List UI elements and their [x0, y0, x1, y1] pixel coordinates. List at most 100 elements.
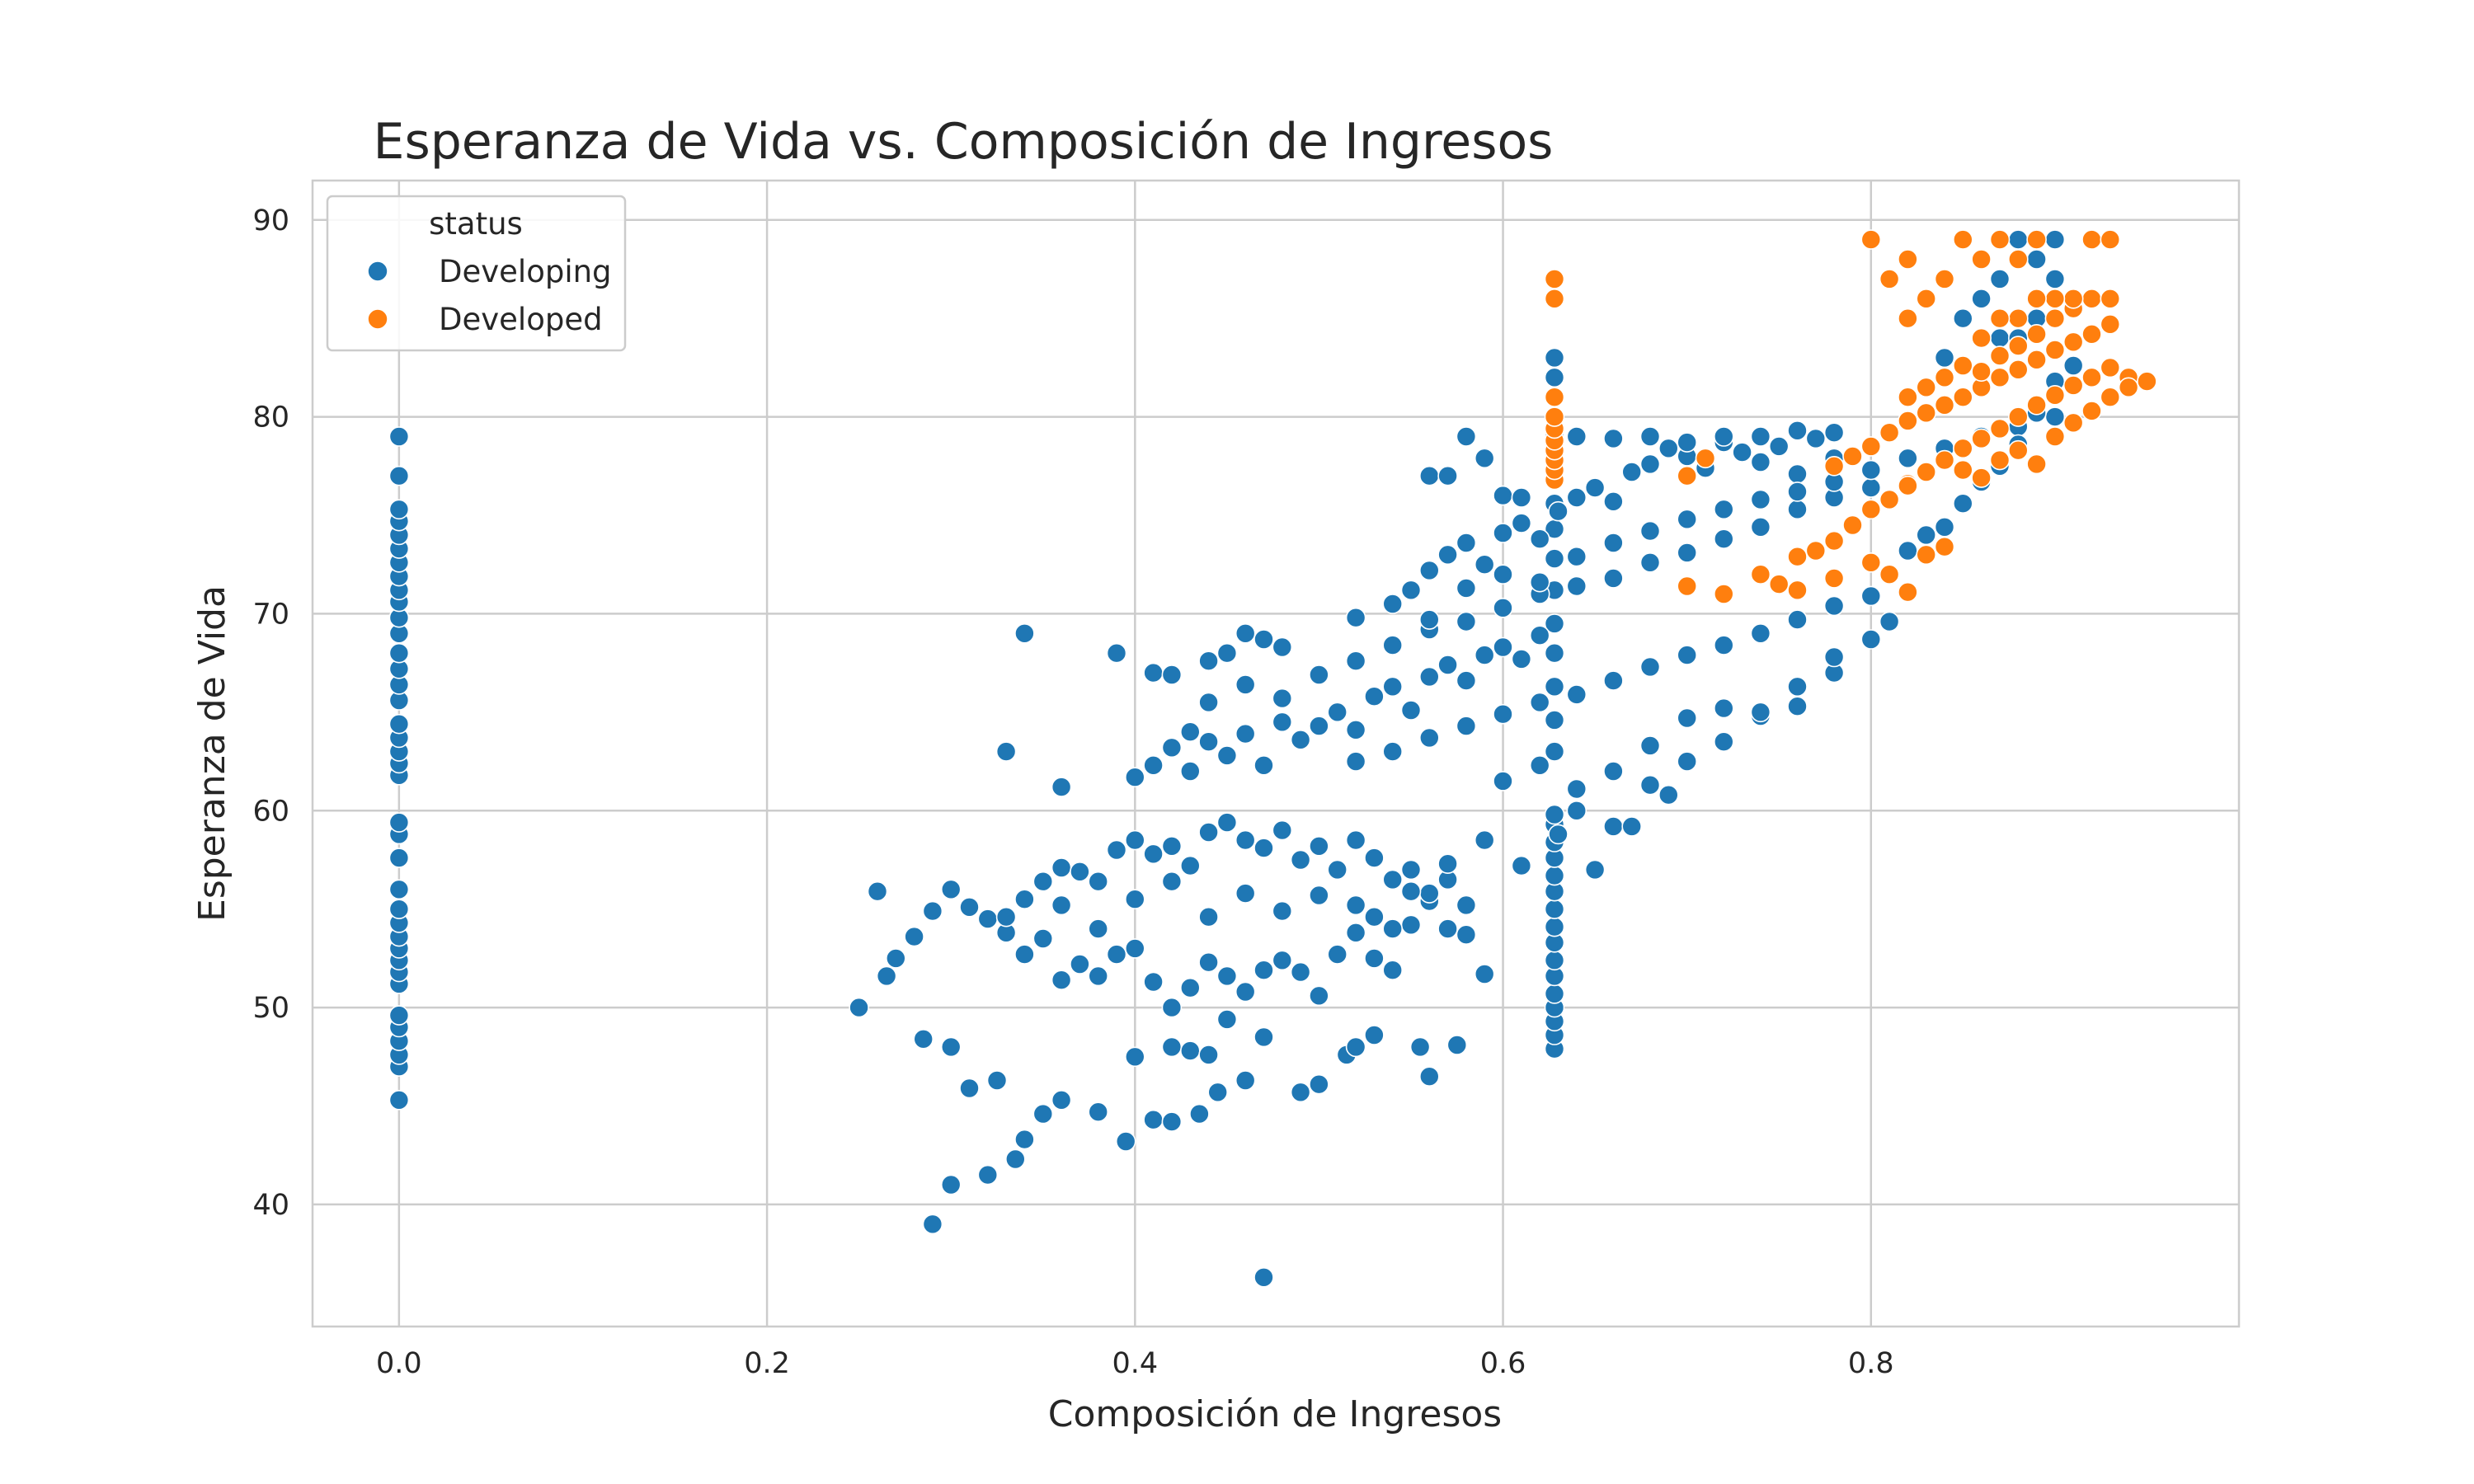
point-developing: [1161, 871, 1183, 892]
point-developed: [2062, 412, 2084, 434]
point-developing: [388, 1090, 410, 1111]
point-developing: [886, 948, 906, 969]
point-developing: [1345, 923, 1366, 943]
point-developing: [1934, 516, 1955, 538]
point-developing: [1106, 642, 1127, 664]
point-developed: [1544, 269, 1565, 289]
point-developing: [1419, 465, 1440, 486]
point-developing: [1677, 645, 1697, 665]
point-developing: [1677, 707, 1697, 729]
point-developed: [1934, 536, 1955, 557]
point-developing: [1382, 869, 1403, 890]
point-developed: [1544, 406, 1565, 427]
point-developing: [1180, 977, 1201, 998]
y-tick-label: 80: [252, 402, 289, 434]
point-developing: [1235, 829, 1256, 851]
data-points: [388, 229, 2157, 1288]
x-axis-label: Composición de Ingresos: [1048, 1393, 1502, 1435]
point-developing: [849, 997, 869, 1018]
point-developed: [1898, 387, 1918, 408]
point-developing: [1409, 1036, 1431, 1058]
point-developing: [1823, 422, 1845, 444]
point-developing: [959, 897, 980, 918]
legend-label-developing: Developing: [439, 254, 612, 289]
point-developing: [1750, 516, 1771, 538]
point-developing: [1456, 895, 1477, 916]
point-developed: [1971, 327, 1992, 349]
point-developed: [1823, 568, 1845, 589]
point-developed: [2081, 229, 2102, 250]
point-developing: [977, 909, 999, 929]
point-developing: [1161, 1036, 1183, 1058]
point-developing: [1382, 635, 1403, 655]
point-developed: [2062, 375, 2084, 396]
point-developing: [1898, 448, 1918, 469]
point-developing: [1419, 727, 1440, 749]
point-developing: [1106, 944, 1127, 965]
point-developing: [1235, 981, 1256, 1003]
point-developing: [1253, 1026, 1274, 1048]
point-developing: [1382, 741, 1403, 762]
point-developing: [1419, 609, 1440, 630]
x-tick-label: 0.8: [1848, 1347, 1894, 1380]
point-developing: [1750, 489, 1771, 510]
point-developing: [1345, 719, 1366, 740]
point-developed: [1898, 475, 1918, 496]
point-developing: [1345, 751, 1366, 772]
point-developing: [940, 879, 962, 900]
point-developing: [1787, 696, 1808, 717]
point-developing: [1860, 477, 1882, 498]
point-developing: [1529, 625, 1550, 646]
point-developing: [1456, 578, 1477, 599]
point-developed: [1695, 448, 1716, 469]
point-developing: [1235, 674, 1256, 695]
point-developing: [1603, 533, 1624, 553]
point-developed: [1544, 387, 1565, 408]
point-developing: [1309, 1073, 1329, 1095]
point-developing: [1253, 754, 1274, 776]
point-developing: [1714, 697, 1734, 719]
point-developing: [1456, 533, 1477, 553]
point-developed: [1860, 499, 1882, 520]
point-developed: [1953, 387, 1973, 408]
point-developing: [1544, 916, 1565, 937]
point-developing: [1327, 944, 1348, 965]
point-developing: [1639, 520, 1661, 542]
point-developing: [1621, 462, 1642, 482]
point-developing: [1677, 432, 1697, 453]
point-developing: [1787, 481, 1808, 502]
x-tick-label: 0.4: [1112, 1347, 1158, 1380]
point-developing: [1544, 642, 1565, 664]
point-developed: [1898, 581, 1918, 603]
point-developing: [876, 965, 897, 987]
point-developing: [1493, 771, 1513, 791]
point-developing: [1216, 812, 1238, 833]
point-developing: [1493, 636, 1513, 658]
point-developing: [1544, 984, 1565, 1004]
point-developing: [1364, 906, 1385, 928]
point-developing: [1493, 703, 1513, 725]
point-developing: [1544, 950, 1565, 971]
point-developing: [1544, 741, 1565, 762]
point-developed: [2044, 384, 2066, 406]
point-developing: [1860, 585, 1882, 607]
point-developing: [1051, 857, 1072, 878]
point-developing: [1493, 564, 1513, 585]
point-developed: [1971, 467, 1992, 488]
point-developing: [1382, 960, 1403, 980]
point-developed: [1989, 229, 2011, 250]
point-developing: [1953, 493, 1973, 514]
point-developing: [1474, 554, 1495, 575]
point-developed: [1953, 229, 1973, 250]
x-tick-labels: 0.0 0.2 0.4 0.6 0.8: [376, 1347, 1894, 1380]
point-developing: [1639, 426, 1661, 447]
y-tick-labels: 40 50 60 70 80 90: [252, 204, 289, 1222]
point-developed: [2081, 401, 2102, 421]
legend-marker-developing: [367, 261, 388, 282]
point-developing: [2044, 269, 2066, 289]
point-developing: [1272, 688, 1293, 709]
point-developing: [1566, 684, 1587, 705]
point-developing: [1768, 436, 1790, 457]
point-developing: [1474, 964, 1495, 984]
point-developing: [1544, 548, 1565, 569]
